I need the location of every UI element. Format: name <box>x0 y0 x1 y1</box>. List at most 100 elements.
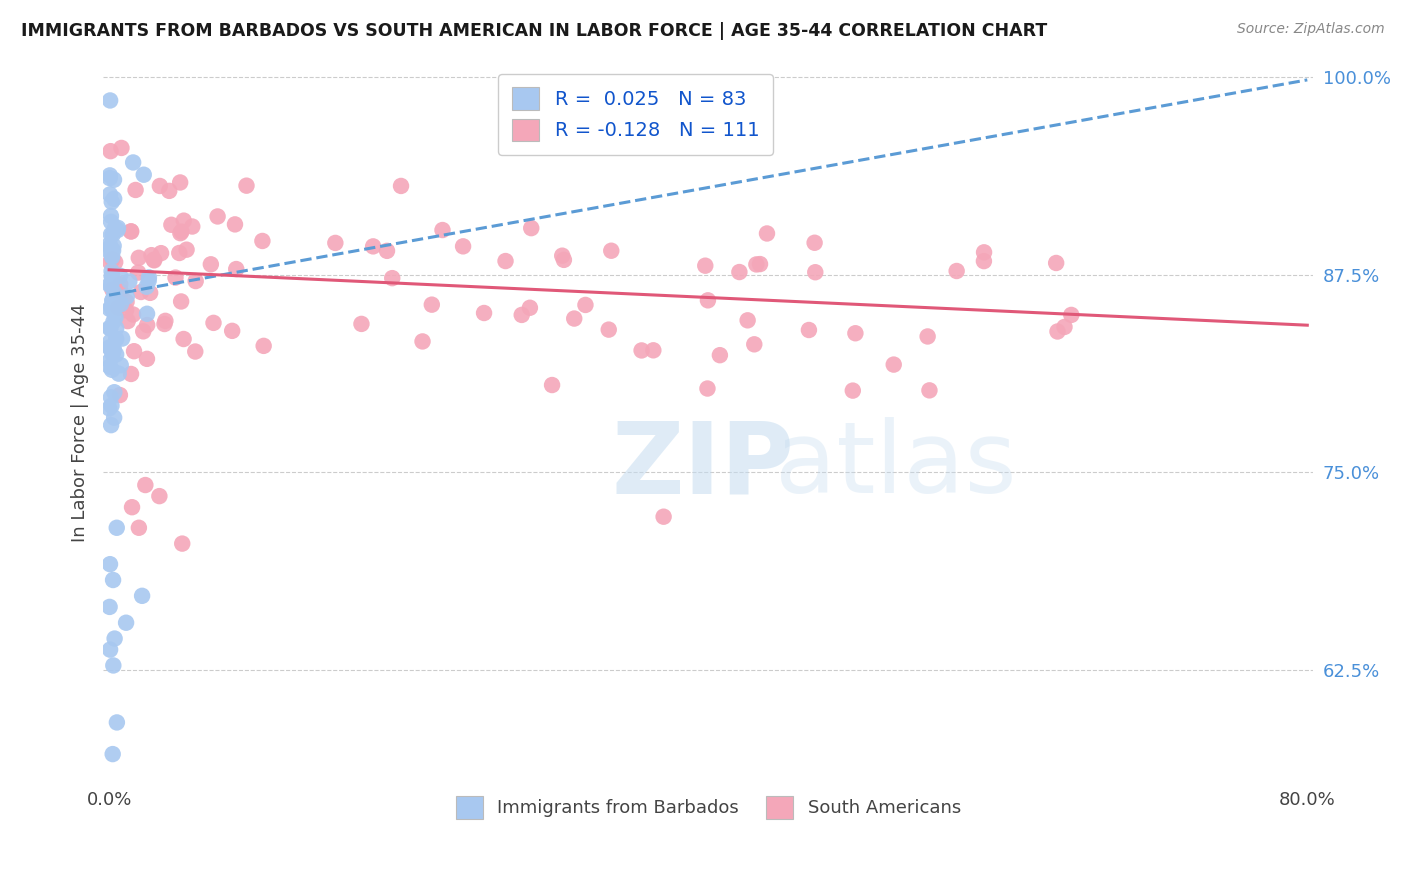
Point <box>105 347 128 361</box>
Point <box>129 285 152 299</box>
Point <box>169 226 191 240</box>
Point <box>103 305 125 319</box>
Point <box>139 285 162 300</box>
Point <box>252 234 274 248</box>
Point <box>381 271 404 285</box>
Point <box>221 324 243 338</box>
Text: atlas: atlas <box>775 417 1017 514</box>
Point <box>202 316 225 330</box>
Point <box>108 268 131 283</box>
Point <box>149 178 172 193</box>
Point <box>128 251 150 265</box>
Text: IMMIGRANTS FROM BARBADOS VS SOUTH AMERICAN IN LABOR FORCE | AGE 35-44 CORRELATIO: IMMIGRANTS FROM BARBADOS VS SOUTH AMERIC… <box>21 22 1047 40</box>
Point <box>728 265 751 279</box>
Point <box>169 176 191 190</box>
Point <box>121 500 143 515</box>
Point <box>110 277 132 292</box>
Point <box>541 378 564 392</box>
Point <box>100 278 122 293</box>
Point <box>103 344 125 359</box>
Point <box>918 384 941 398</box>
Point <box>562 311 585 326</box>
Point <box>172 536 194 550</box>
Point <box>100 227 122 242</box>
Point <box>101 293 124 308</box>
Point <box>100 215 122 229</box>
Point <box>412 334 434 349</box>
Point <box>98 354 121 368</box>
Point <box>100 209 122 223</box>
Point <box>1060 308 1083 322</box>
Point <box>132 168 155 182</box>
Point <box>104 255 127 269</box>
Point <box>101 293 124 308</box>
Point <box>122 308 145 322</box>
Point <box>136 351 159 366</box>
Point <box>100 144 122 158</box>
Point <box>173 213 195 227</box>
Point <box>973 254 995 268</box>
Point <box>150 246 173 260</box>
Point <box>132 324 155 338</box>
Point <box>100 341 122 355</box>
Point <box>225 262 247 277</box>
Point <box>107 367 129 381</box>
Text: ZIP: ZIP <box>612 417 794 514</box>
Point <box>98 94 121 108</box>
Point <box>117 314 139 328</box>
Point <box>696 382 718 396</box>
Point <box>153 317 176 331</box>
Point <box>103 192 125 206</box>
Point <box>170 225 193 239</box>
Point <box>100 194 122 209</box>
Point <box>98 341 121 355</box>
Point <box>184 344 207 359</box>
Point <box>103 290 125 304</box>
Point <box>108 388 131 402</box>
Point <box>143 253 166 268</box>
Point <box>1045 256 1067 270</box>
Point <box>107 221 129 235</box>
Point <box>420 298 443 312</box>
Point <box>1046 325 1069 339</box>
Point <box>883 358 905 372</box>
Point <box>253 339 276 353</box>
Point <box>105 321 128 335</box>
Point <box>98 187 121 202</box>
Point <box>361 239 384 253</box>
Point <box>235 178 257 193</box>
Point <box>160 218 183 232</box>
Point <box>115 290 138 304</box>
Point <box>574 298 596 312</box>
Point <box>103 239 125 253</box>
Point <box>973 245 995 260</box>
Point <box>804 265 827 279</box>
Point <box>98 171 121 186</box>
Point <box>100 301 122 315</box>
Point <box>122 155 145 169</box>
Point <box>432 223 454 237</box>
Point <box>917 329 939 343</box>
Point <box>551 249 574 263</box>
Point <box>695 259 717 273</box>
Point <box>472 306 495 320</box>
Point <box>110 358 132 372</box>
Point <box>165 270 187 285</box>
Point <box>98 169 121 183</box>
Point <box>138 270 160 285</box>
Point <box>135 279 157 293</box>
Point <box>131 589 153 603</box>
Text: Source: ZipAtlas.com: Source: ZipAtlas.com <box>1237 22 1385 37</box>
Y-axis label: In Labor Force | Age 35-44: In Labor Force | Age 35-44 <box>72 303 89 541</box>
Point <box>598 323 620 337</box>
Point <box>630 343 652 358</box>
Point <box>105 296 128 310</box>
Point <box>184 274 207 288</box>
Point <box>169 246 191 260</box>
Point <box>495 254 517 268</box>
Point <box>375 244 398 258</box>
Point <box>742 337 765 351</box>
Point <box>115 294 138 309</box>
Point <box>103 173 125 187</box>
Point <box>844 326 866 341</box>
